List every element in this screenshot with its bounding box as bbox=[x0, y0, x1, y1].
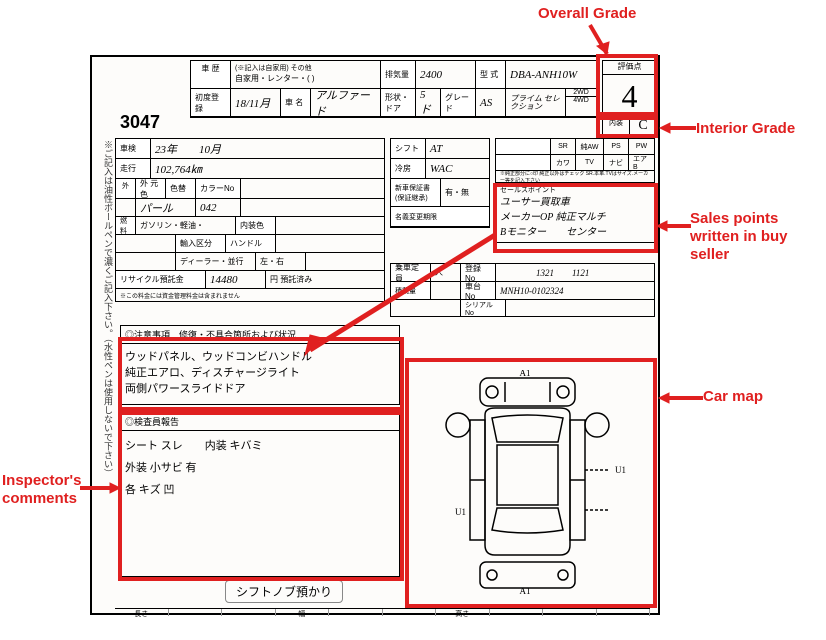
namechange-label: 名義変更期限 bbox=[395, 212, 437, 222]
marker-u1-left: U1 bbox=[455, 507, 466, 517]
interior-label: 内装 bbox=[603, 118, 630, 135]
regno-value: 1321 1121 bbox=[500, 266, 589, 279]
grade-letters: AS bbox=[480, 97, 492, 109]
sidebar-instructions: ※ご記入は油性ボールペンで濃くご記入下さい。（水性ペンは使用しないで下さい） bbox=[93, 140, 113, 490]
interior-color-label: 内装色 bbox=[240, 220, 264, 231]
ps-label: PS bbox=[611, 143, 620, 150]
recycle-note: ※この料金には資金管理料金は含まれません bbox=[120, 291, 240, 300]
history-label: 車 歴 bbox=[201, 63, 219, 74]
nabi-label: ナビ bbox=[609, 158, 623, 168]
grade-col-label: グレード bbox=[445, 92, 471, 114]
pw-label: PW bbox=[636, 143, 647, 150]
marker-u1-right: U1 bbox=[615, 465, 626, 475]
caution-line2: 純正エアロ、ディスチャージライト bbox=[125, 364, 395, 380]
model-label: 型 式 bbox=[480, 69, 498, 80]
annotation-interior-grade: Interior Grade bbox=[696, 120, 795, 137]
annotation-overall-grade: Overall Grade bbox=[538, 5, 636, 22]
usage-text: 自家用・レンター・( ) bbox=[235, 73, 315, 84]
colorcode-label: カラーNo bbox=[200, 183, 234, 194]
origcolor-label: 外 元色 bbox=[140, 178, 161, 200]
equip-note: ※純正部分に○印 純正以外はチェック SR.本革.TVはサイズ.メーカー等を記入… bbox=[500, 170, 650, 184]
chassis-value: MNH10-0102324 bbox=[500, 286, 564, 296]
tv-label: TV bbox=[585, 159, 594, 166]
sales-line2: メーカーOP 純正マルチ bbox=[500, 210, 650, 225]
carname-value: アルファード bbox=[315, 87, 376, 119]
ac-label: 冷房 bbox=[395, 163, 411, 174]
ext-label: 外 bbox=[122, 181, 129, 191]
recycle-value: 14480 bbox=[210, 274, 238, 286]
car-map-diagram: A1 U1 U1 A1 bbox=[410, 370, 645, 595]
side-value: 左・右 bbox=[260, 256, 284, 267]
airbag-label: エアB bbox=[633, 154, 650, 171]
overall-grade-value: 4 bbox=[603, 75, 656, 117]
grade-top-label: 評価点 bbox=[603, 61, 656, 75]
marker-a1-top: A1 bbox=[520, 370, 531, 378]
shift-value: AT bbox=[430, 143, 442, 155]
sr-label: SR bbox=[558, 143, 568, 150]
grade-box: 評価点 4 内装 C bbox=[602, 60, 657, 135]
annotation-sales-points: Sales points written in buy seller bbox=[690, 210, 820, 264]
interior-grade-value: C bbox=[630, 118, 656, 135]
bottom-ruler: 長さ 幅 高さ bbox=[115, 608, 650, 616]
aw-label: 純AW bbox=[580, 142, 598, 152]
model-value: DBA-ANH10W bbox=[510, 69, 577, 81]
import-label: 輸入区分 bbox=[180, 238, 212, 249]
ruler-width: 幅 bbox=[276, 609, 330, 616]
history-note: (※記入は自家用) その他 bbox=[235, 63, 312, 73]
inspector-line4: 各 キズ 凹 bbox=[125, 479, 395, 501]
firstreg-value: 18/11月 bbox=[235, 95, 270, 111]
bottom-note: シフトノブ預かり bbox=[225, 580, 343, 603]
doors-label: 形状・ドア bbox=[385, 92, 411, 114]
displacement-label: 排気量 bbox=[385, 69, 409, 80]
ruler-length: 長さ bbox=[115, 609, 169, 616]
inspector-header: ◎検査員報告 bbox=[121, 413, 399, 431]
sales-line1: ユーサー買取車 bbox=[500, 195, 650, 210]
recycle-label: リサイクル預託金 bbox=[120, 274, 184, 285]
fuel-value: ガソリン・軽油・ bbox=[140, 220, 204, 231]
wd2-label: 2WD bbox=[566, 89, 596, 97]
carname-label: 車 名 bbox=[285, 97, 303, 108]
shaken-label: 車検 bbox=[120, 143, 136, 154]
warranty-label: 新車保証書(保証継承) bbox=[395, 183, 436, 203]
mileage-label: 走行 bbox=[120, 163, 136, 174]
colorchange-label: 色替 bbox=[170, 183, 186, 194]
inspector-line2: 外装 小サビ 有 bbox=[125, 457, 395, 479]
firstreg-label: 初度登録 bbox=[195, 92, 226, 114]
caution-line3: 両側パワースライドドア bbox=[125, 380, 395, 396]
annotation-car-map: Car map bbox=[703, 388, 763, 405]
color-value: パール bbox=[140, 200, 173, 216]
shift-label: シフト bbox=[395, 143, 419, 154]
sales-line3: Bモニター センター bbox=[500, 225, 650, 240]
inspector-line1: シート スレ 内装 キバミ bbox=[125, 435, 395, 457]
colorcode-value: 042 bbox=[200, 202, 217, 214]
sales-label: セールスポイント bbox=[500, 185, 650, 195]
kawa-label: カワ bbox=[556, 158, 570, 168]
displacement-value: 2400 bbox=[420, 69, 442, 81]
marker-a1-bottom: A1 bbox=[520, 586, 531, 595]
mileage-value: 102,764㎞ bbox=[155, 161, 202, 177]
handle-label: ハンドル bbox=[230, 238, 262, 249]
edition-value: プライム セレクション bbox=[510, 95, 561, 111]
shaken-value: 23年 10月 bbox=[155, 141, 221, 157]
dealer-value: ディーラー・並行 bbox=[180, 256, 243, 267]
inspector-section: ◎検査員報告 シート スレ 内装 キバミ 外装 小サビ 有 各 キズ 凹 bbox=[120, 412, 400, 577]
ruler-height: 高さ bbox=[436, 609, 490, 616]
wd4-label: 4WD bbox=[566, 97, 596, 104]
warranty-value: 有・無 bbox=[445, 187, 469, 198]
annotation-inspector: Inspector's comments bbox=[2, 472, 87, 508]
doors-value: 5ド bbox=[420, 89, 436, 117]
ac-value: WAC bbox=[430, 163, 452, 175]
